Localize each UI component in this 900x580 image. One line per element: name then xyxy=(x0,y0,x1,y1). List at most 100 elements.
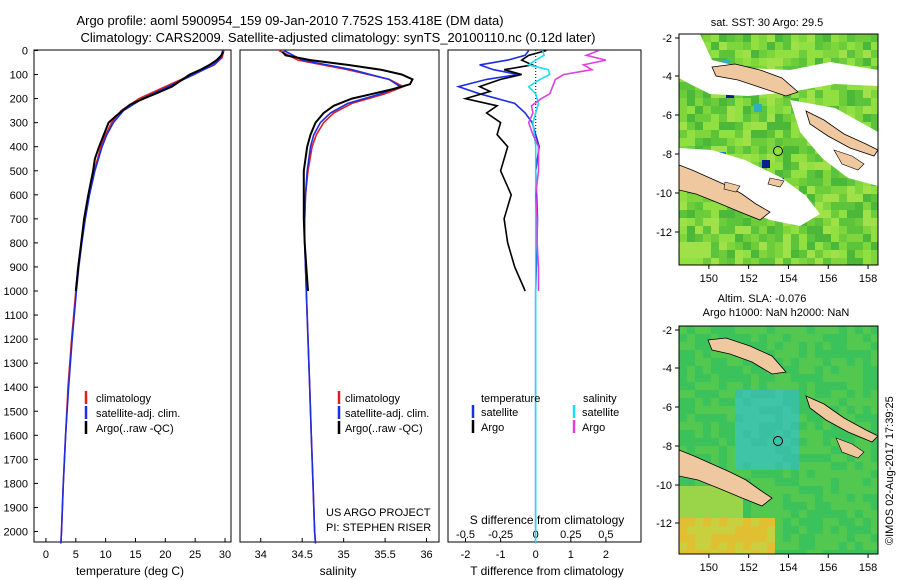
sst-cell xyxy=(799,178,807,186)
sla-cell xyxy=(855,398,863,406)
sst-cell xyxy=(767,146,775,154)
sla-cell xyxy=(871,358,878,366)
sla-cell xyxy=(815,454,823,462)
sla-cell xyxy=(727,494,735,502)
sst-cell xyxy=(807,258,815,265)
sst-cell xyxy=(847,258,855,265)
legend-label-argo: Argo(..raw -QC) xyxy=(345,423,423,435)
sst-cell xyxy=(807,42,815,50)
sst-cell xyxy=(735,58,743,66)
depth-tick-label: 400 xyxy=(10,142,28,154)
sst-cell xyxy=(727,138,735,146)
sst-cell xyxy=(863,98,871,106)
sla-cell xyxy=(759,326,767,334)
sst-cell xyxy=(751,98,759,106)
sla-cell xyxy=(783,494,791,502)
sst-cell xyxy=(855,98,863,106)
sla-cell xyxy=(847,406,855,414)
sla-cell xyxy=(703,422,711,430)
sst-cell xyxy=(711,122,719,130)
sla-cell xyxy=(831,526,839,534)
sla-cell xyxy=(727,414,735,422)
sla-cell xyxy=(839,350,847,358)
sst-cell xyxy=(855,58,863,66)
sla-cell xyxy=(695,350,703,358)
sla-cell xyxy=(815,550,823,554)
sla-cell xyxy=(807,486,815,494)
sst-cell xyxy=(735,138,743,146)
sla-cell xyxy=(679,486,687,494)
sla-cell xyxy=(735,526,743,534)
sst-map-frame xyxy=(678,33,879,266)
sla-cell xyxy=(775,398,783,406)
sst-cell xyxy=(751,226,759,234)
sst-cell xyxy=(751,130,759,138)
sst-cell xyxy=(767,98,775,106)
sla-cell xyxy=(807,422,815,430)
sst-cell xyxy=(679,122,687,130)
sla-map-title-line1: Altim. SLA: -0.076 xyxy=(718,293,807,305)
sla-cell xyxy=(679,398,687,406)
sla-cell xyxy=(847,430,855,438)
sla-cell xyxy=(695,446,703,454)
sla-cell xyxy=(855,326,863,334)
sla-cell xyxy=(727,542,735,550)
sla-cell xyxy=(695,358,703,366)
sst-nodata-region xyxy=(679,148,820,226)
sst-cell xyxy=(823,242,831,250)
sla-cell xyxy=(695,534,703,542)
sla-cell xyxy=(743,382,751,390)
sla-cell xyxy=(791,446,799,454)
sla-cell xyxy=(767,390,775,398)
sst-cell xyxy=(703,218,711,226)
sla-cell xyxy=(759,478,767,486)
sst-cell xyxy=(815,218,823,226)
sst-cell xyxy=(863,82,871,90)
temperature-legend: climatology satellite-adj. clim. Argo(..… xyxy=(84,391,180,435)
sla-cell xyxy=(687,430,695,438)
sla-cell xyxy=(815,518,823,526)
sla-cell xyxy=(703,382,711,390)
sst-cell xyxy=(799,170,807,178)
sst-cell xyxy=(767,122,775,130)
sst-cell xyxy=(847,42,855,50)
difference-legend: temperature salinity satellite Argo sate… xyxy=(471,393,619,434)
depth-tick-label: 100 xyxy=(10,70,28,82)
sst-cell xyxy=(711,218,719,226)
sst-cell xyxy=(783,234,791,242)
sst-cell xyxy=(863,42,871,50)
sst-cell xyxy=(727,210,735,218)
sla-cell xyxy=(871,350,878,358)
sla-cell xyxy=(823,334,831,342)
sla-cell xyxy=(799,550,807,554)
sla-land-island xyxy=(835,437,865,459)
sst-cell xyxy=(863,194,871,202)
sla-cell xyxy=(743,518,751,526)
sla-cell xyxy=(807,438,815,446)
sla-cell xyxy=(823,470,831,478)
sla-cell xyxy=(751,326,759,334)
sla-cell xyxy=(791,478,799,486)
sla-cell xyxy=(687,334,695,342)
sla-cell xyxy=(767,510,775,518)
sla-cell xyxy=(711,366,719,374)
sla-cell xyxy=(751,342,759,350)
sst-cell xyxy=(791,178,799,186)
sst-cell xyxy=(783,250,791,258)
sla-cell xyxy=(743,366,751,374)
depth-tick-label: 1600 xyxy=(4,430,28,442)
sla-cell xyxy=(783,406,791,414)
x-tick-label: 34.5 xyxy=(291,549,312,561)
sla-cell xyxy=(743,526,751,534)
sst-cell xyxy=(775,138,783,146)
sst-cell xyxy=(703,242,711,250)
sla-cell xyxy=(855,486,863,494)
sla-cell xyxy=(751,462,759,470)
sla-cell xyxy=(831,430,839,438)
sst-cell xyxy=(735,122,743,130)
sla-cell xyxy=(735,390,743,398)
sla-cell xyxy=(759,414,767,422)
sst-cell xyxy=(823,258,831,265)
sst-cell xyxy=(767,226,775,234)
sla-cell xyxy=(855,478,863,486)
